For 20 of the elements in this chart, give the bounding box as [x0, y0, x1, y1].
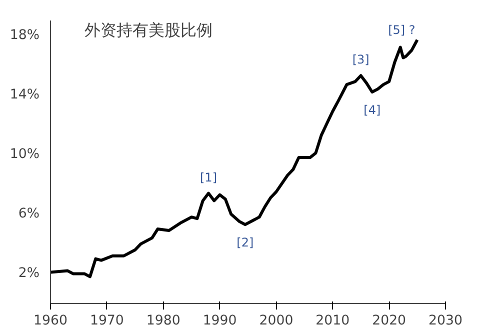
annotation: [4]	[364, 102, 381, 117]
x-tick-label: 1970	[90, 314, 124, 328]
annotation: [1]	[200, 170, 217, 184]
x-tick-label: 1960	[34, 314, 68, 328]
x-tick-label: 2010	[316, 314, 350, 328]
annotation: [2]	[236, 236, 254, 250]
annotation: [3]	[352, 52, 370, 67]
y-tick-label: 14%	[10, 87, 40, 102]
y-tick-label: 2%	[18, 266, 40, 282]
x-tick-label: 1980	[146, 314, 180, 328]
y-tick-label: 6%	[18, 206, 40, 222]
y-tick-label: 10%	[10, 147, 40, 162]
x-tick-label: 2000	[259, 314, 294, 328]
x-tick-label: 2030	[428, 314, 462, 328]
x-tick-label: 1990	[202, 314, 237, 328]
line-series	[50, 38, 419, 278]
y-tick-label: 18%	[10, 28, 40, 43]
annotation: [5] ?	[388, 22, 416, 37]
chart-title: 外资持有美股比例	[84, 20, 212, 40]
x-tick-label: 2020	[372, 314, 406, 328]
